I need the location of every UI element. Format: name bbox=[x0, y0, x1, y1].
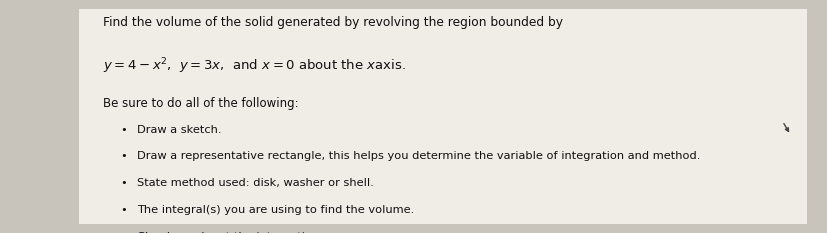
FancyBboxPatch shape bbox=[79, 9, 806, 224]
Text: Draw a sketch.: Draw a sketch. bbox=[136, 125, 221, 135]
Text: Be sure to do all of the following:: Be sure to do all of the following: bbox=[103, 97, 299, 110]
Text: •: • bbox=[120, 178, 127, 188]
Text: •: • bbox=[120, 205, 127, 215]
Text: •: • bbox=[120, 151, 127, 161]
Text: •: • bbox=[120, 232, 127, 233]
Text: •: • bbox=[120, 125, 127, 135]
Text: The integral(s) you are using to find the volume.: The integral(s) you are using to find th… bbox=[136, 205, 414, 215]
Text: State method used: disk, washer or shell.: State method used: disk, washer or shell… bbox=[136, 178, 373, 188]
Text: Clearly work out the integration.: Clearly work out the integration. bbox=[136, 232, 322, 233]
Text: $y = 4 - x^{2}$,  $y = 3x$,  and $x = 0$ about the $x$axis.: $y = 4 - x^{2}$, $y = 3x$, and $x = 0$ a… bbox=[103, 56, 406, 75]
Text: Find the volume of the solid generated by revolving the region bounded by: Find the volume of the solid generated b… bbox=[103, 16, 563, 29]
Text: Draw a representative rectangle, this helps you determine the variable of integr: Draw a representative rectangle, this he… bbox=[136, 151, 699, 161]
